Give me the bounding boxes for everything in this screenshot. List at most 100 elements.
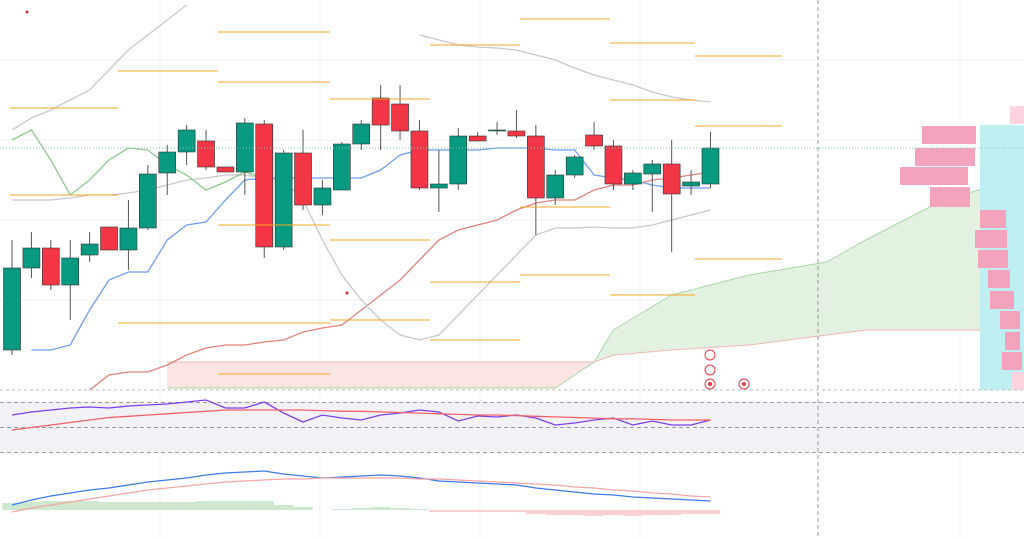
indicator-line: [11, 409, 711, 431]
histogram-bar: [176, 502, 197, 510]
candle-body: [80, 243, 99, 256]
candle-body: [410, 130, 429, 189]
histogram-bar: [681, 510, 701, 514]
cloud-segment: [167, 362, 245, 388]
indicator-line: [12, 174, 711, 341]
candle-body: [274, 152, 293, 248]
histogram-bar: [429, 510, 449, 512]
histogram-bar: [21, 502, 42, 510]
volume-profile: [900, 106, 1024, 390]
histogram-bar: [603, 510, 624, 515]
candle-body: [22, 247, 41, 269]
candle-body: [371, 97, 390, 126]
cloud-segment: [322, 362, 401, 388]
candle-body: [624, 172, 642, 185]
candle-body: [61, 257, 80, 286]
candle-body: [158, 151, 177, 174]
candle-body: [333, 143, 351, 191]
candle-body: [197, 140, 215, 168]
histogram-bar: [642, 510, 662, 515]
histogram-bar: [293, 507, 313, 510]
histogram-bar: [487, 510, 507, 512]
indicator-line: [11, 477, 711, 513]
cloud-segment: [613, 295, 672, 355]
cloud-segment: [244, 362, 323, 388]
candle-body: [662, 163, 681, 195]
histogram-bar: [196, 501, 216, 510]
cloud-segment: [477, 362, 556, 388]
histogram-bar: [79, 501, 100, 510]
candle-body: [294, 152, 312, 206]
histogram-bar: [138, 502, 158, 510]
histogram-bar: [118, 502, 139, 510]
candle-body: [216, 166, 235, 173]
histogram-bar: [526, 510, 546, 514]
histogram-bar: [623, 510, 643, 516]
candle-body: [701, 147, 720, 185]
indicator-line: [11, 470, 711, 506]
histogram-bar: [2, 503, 22, 510]
event-icons[interactable]: [704, 349, 750, 390]
candle-body: [255, 123, 274, 248]
cloud-segment: [400, 362, 478, 388]
histogram-bar: [254, 501, 274, 510]
candle-body: [604, 145, 623, 185]
candle-body: [352, 123, 371, 145]
histogram-bar: [273, 505, 294, 510]
candle-body: [565, 156, 584, 176]
candle-body: [391, 103, 409, 132]
histogram-bar: [409, 509, 430, 510]
candle-body: [177, 129, 196, 153]
candle-body: [682, 181, 700, 187]
cloud-segment: [749, 262, 827, 345]
cloud-segment: [865, 200, 944, 330]
histogram-bar: [370, 507, 391, 510]
candle-body: [527, 135, 545, 199]
candle-body: [430, 183, 448, 189]
candle-body: [585, 134, 603, 147]
candle-body: [507, 130, 526, 137]
indicator-line: [11, 129, 265, 196]
candle-body: [488, 129, 506, 132]
histogram-bar: [157, 502, 177, 510]
histogram-bar: [700, 510, 721, 514]
histogram-bar: [661, 510, 682, 515]
candle-body: [119, 227, 138, 251]
candle-body: [42, 247, 60, 286]
cloud-segment: [826, 240, 866, 335]
histogram-bar: [99, 502, 119, 510]
candle-body: [546, 174, 565, 199]
histogram-bar: [215, 501, 236, 510]
histogram-bar: [235, 501, 255, 510]
histogram-bar: [467, 510, 488, 512]
candle-body: [468, 135, 487, 142]
marker-dot: [345, 291, 349, 295]
marker-dot: [25, 10, 29, 14]
histogram-bar: [584, 510, 604, 516]
cloud-edge: [167, 329, 1021, 363]
histogram-bar: [332, 509, 352, 510]
indicator-line: [31, 147, 711, 351]
histogram-bar: [564, 510, 585, 515]
indicator-line: [89, 171, 711, 391]
candle-body: [139, 173, 157, 229]
cloud-edge: [167, 177, 1022, 389]
candle-body: [100, 226, 118, 251]
candle-body: [449, 135, 468, 185]
histogram-bar: [545, 510, 565, 515]
histogram-bar: [506, 510, 527, 512]
cloud-segment: [671, 275, 750, 350]
indicator-line: [11, 4, 711, 131]
histogram-bar: [448, 510, 468, 512]
indicator-line: [11, 399, 711, 426]
plot-layer: [0, 4, 1024, 516]
histogram-bar: [60, 501, 80, 510]
candle-body: [313, 187, 332, 206]
histogram-bar: [351, 508, 371, 510]
candle-body: [643, 163, 662, 175]
level-dashes: [10, 18, 782, 375]
histogram-bar: [390, 508, 410, 510]
candle-body: [3, 267, 21, 351]
